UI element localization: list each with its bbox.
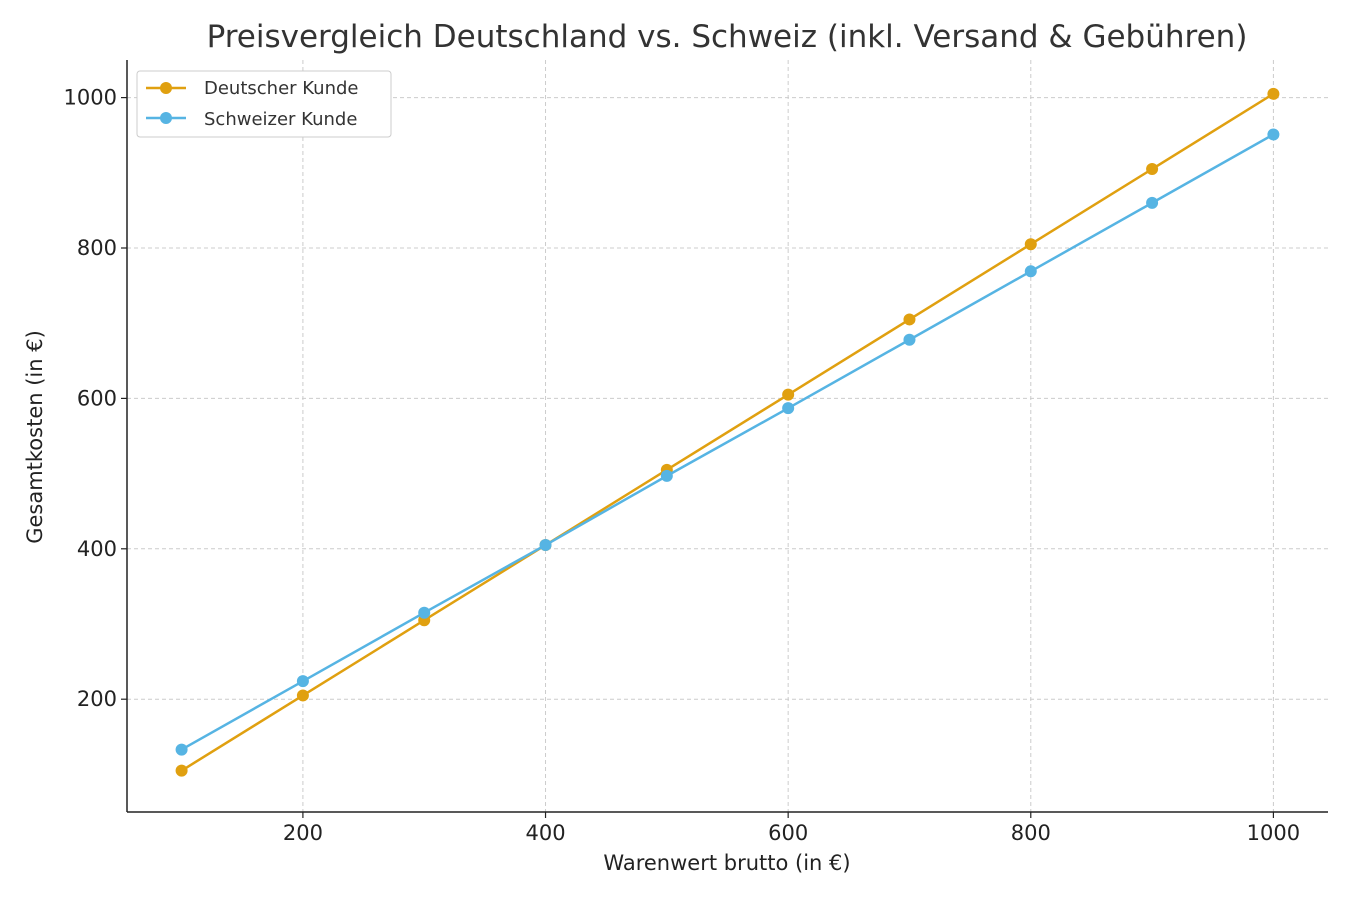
- x-tick-label: 400: [525, 821, 565, 845]
- data-point-schweizer-kunde: [296, 675, 309, 688]
- data-point-schweizer-kunde: [903, 333, 916, 346]
- legend-marker-schweizer-kunde: [160, 112, 172, 124]
- x-tick-label: 800: [1011, 821, 1051, 845]
- legend: Deutscher Kunde Schweizer Kunde: [136, 70, 392, 138]
- legend-label-deutscher-kunde: Deutscher Kunde: [204, 78, 359, 99]
- data-point-deutscher-kunde: [782, 388, 795, 401]
- data-point-deutscher-kunde: [1267, 87, 1280, 100]
- data-point-schweizer-kunde: [1024, 265, 1037, 278]
- data-point-deutscher-kunde: [903, 313, 916, 326]
- legend-label-schweizer-kunde: Schweizer Kunde: [204, 109, 357, 130]
- series-line-deutscher-kunde: [180, 92, 1275, 772]
- axes: [126, 60, 1328, 813]
- legend-box: [136, 70, 392, 138]
- x-tick-label: 600: [768, 821, 808, 845]
- y-tick-label: 400: [77, 537, 117, 561]
- x-tick-label: 1000: [1247, 821, 1300, 845]
- series-layer: [175, 87, 1280, 777]
- data-point-deutscher-kunde: [296, 689, 309, 702]
- series-line-schweizer-kunde: [180, 133, 1275, 751]
- series-schweizer-kunde: [175, 128, 1280, 756]
- y-tick-label: 1000: [64, 86, 117, 110]
- y-tick-label: 600: [77, 386, 117, 410]
- y-axis-label: Gesamtkosten (in €): [23, 330, 47, 544]
- y-tick-label: 200: [77, 687, 117, 711]
- data-point-schweizer-kunde: [539, 539, 552, 552]
- data-point-deutscher-kunde: [1024, 238, 1037, 251]
- data-point-schweizer-kunde: [782, 402, 795, 415]
- series-deutscher-kunde: [175, 87, 1280, 777]
- ticks: 200 400 600 800 1000 200 400 600 800 1000: [64, 86, 1301, 845]
- data-point-schweizer-kunde: [1267, 128, 1280, 141]
- y-tick-label: 800: [77, 236, 117, 260]
- data-point-schweizer-kunde: [418, 606, 431, 619]
- data-point-deutscher-kunde: [1146, 163, 1159, 176]
- x-axis-label: Warenwert brutto (in €): [603, 851, 850, 875]
- chart-title: Preisvergleich Deutschland vs. Schweiz (…: [207, 19, 1248, 55]
- data-point-schweizer-kunde: [1146, 196, 1159, 209]
- data-point-deutscher-kunde: [175, 764, 188, 777]
- data-point-schweizer-kunde: [660, 469, 673, 482]
- data-point-schweizer-kunde: [175, 743, 188, 756]
- x-tick-label: 200: [283, 821, 323, 845]
- legend-marker-deutscher-kunde: [160, 82, 172, 94]
